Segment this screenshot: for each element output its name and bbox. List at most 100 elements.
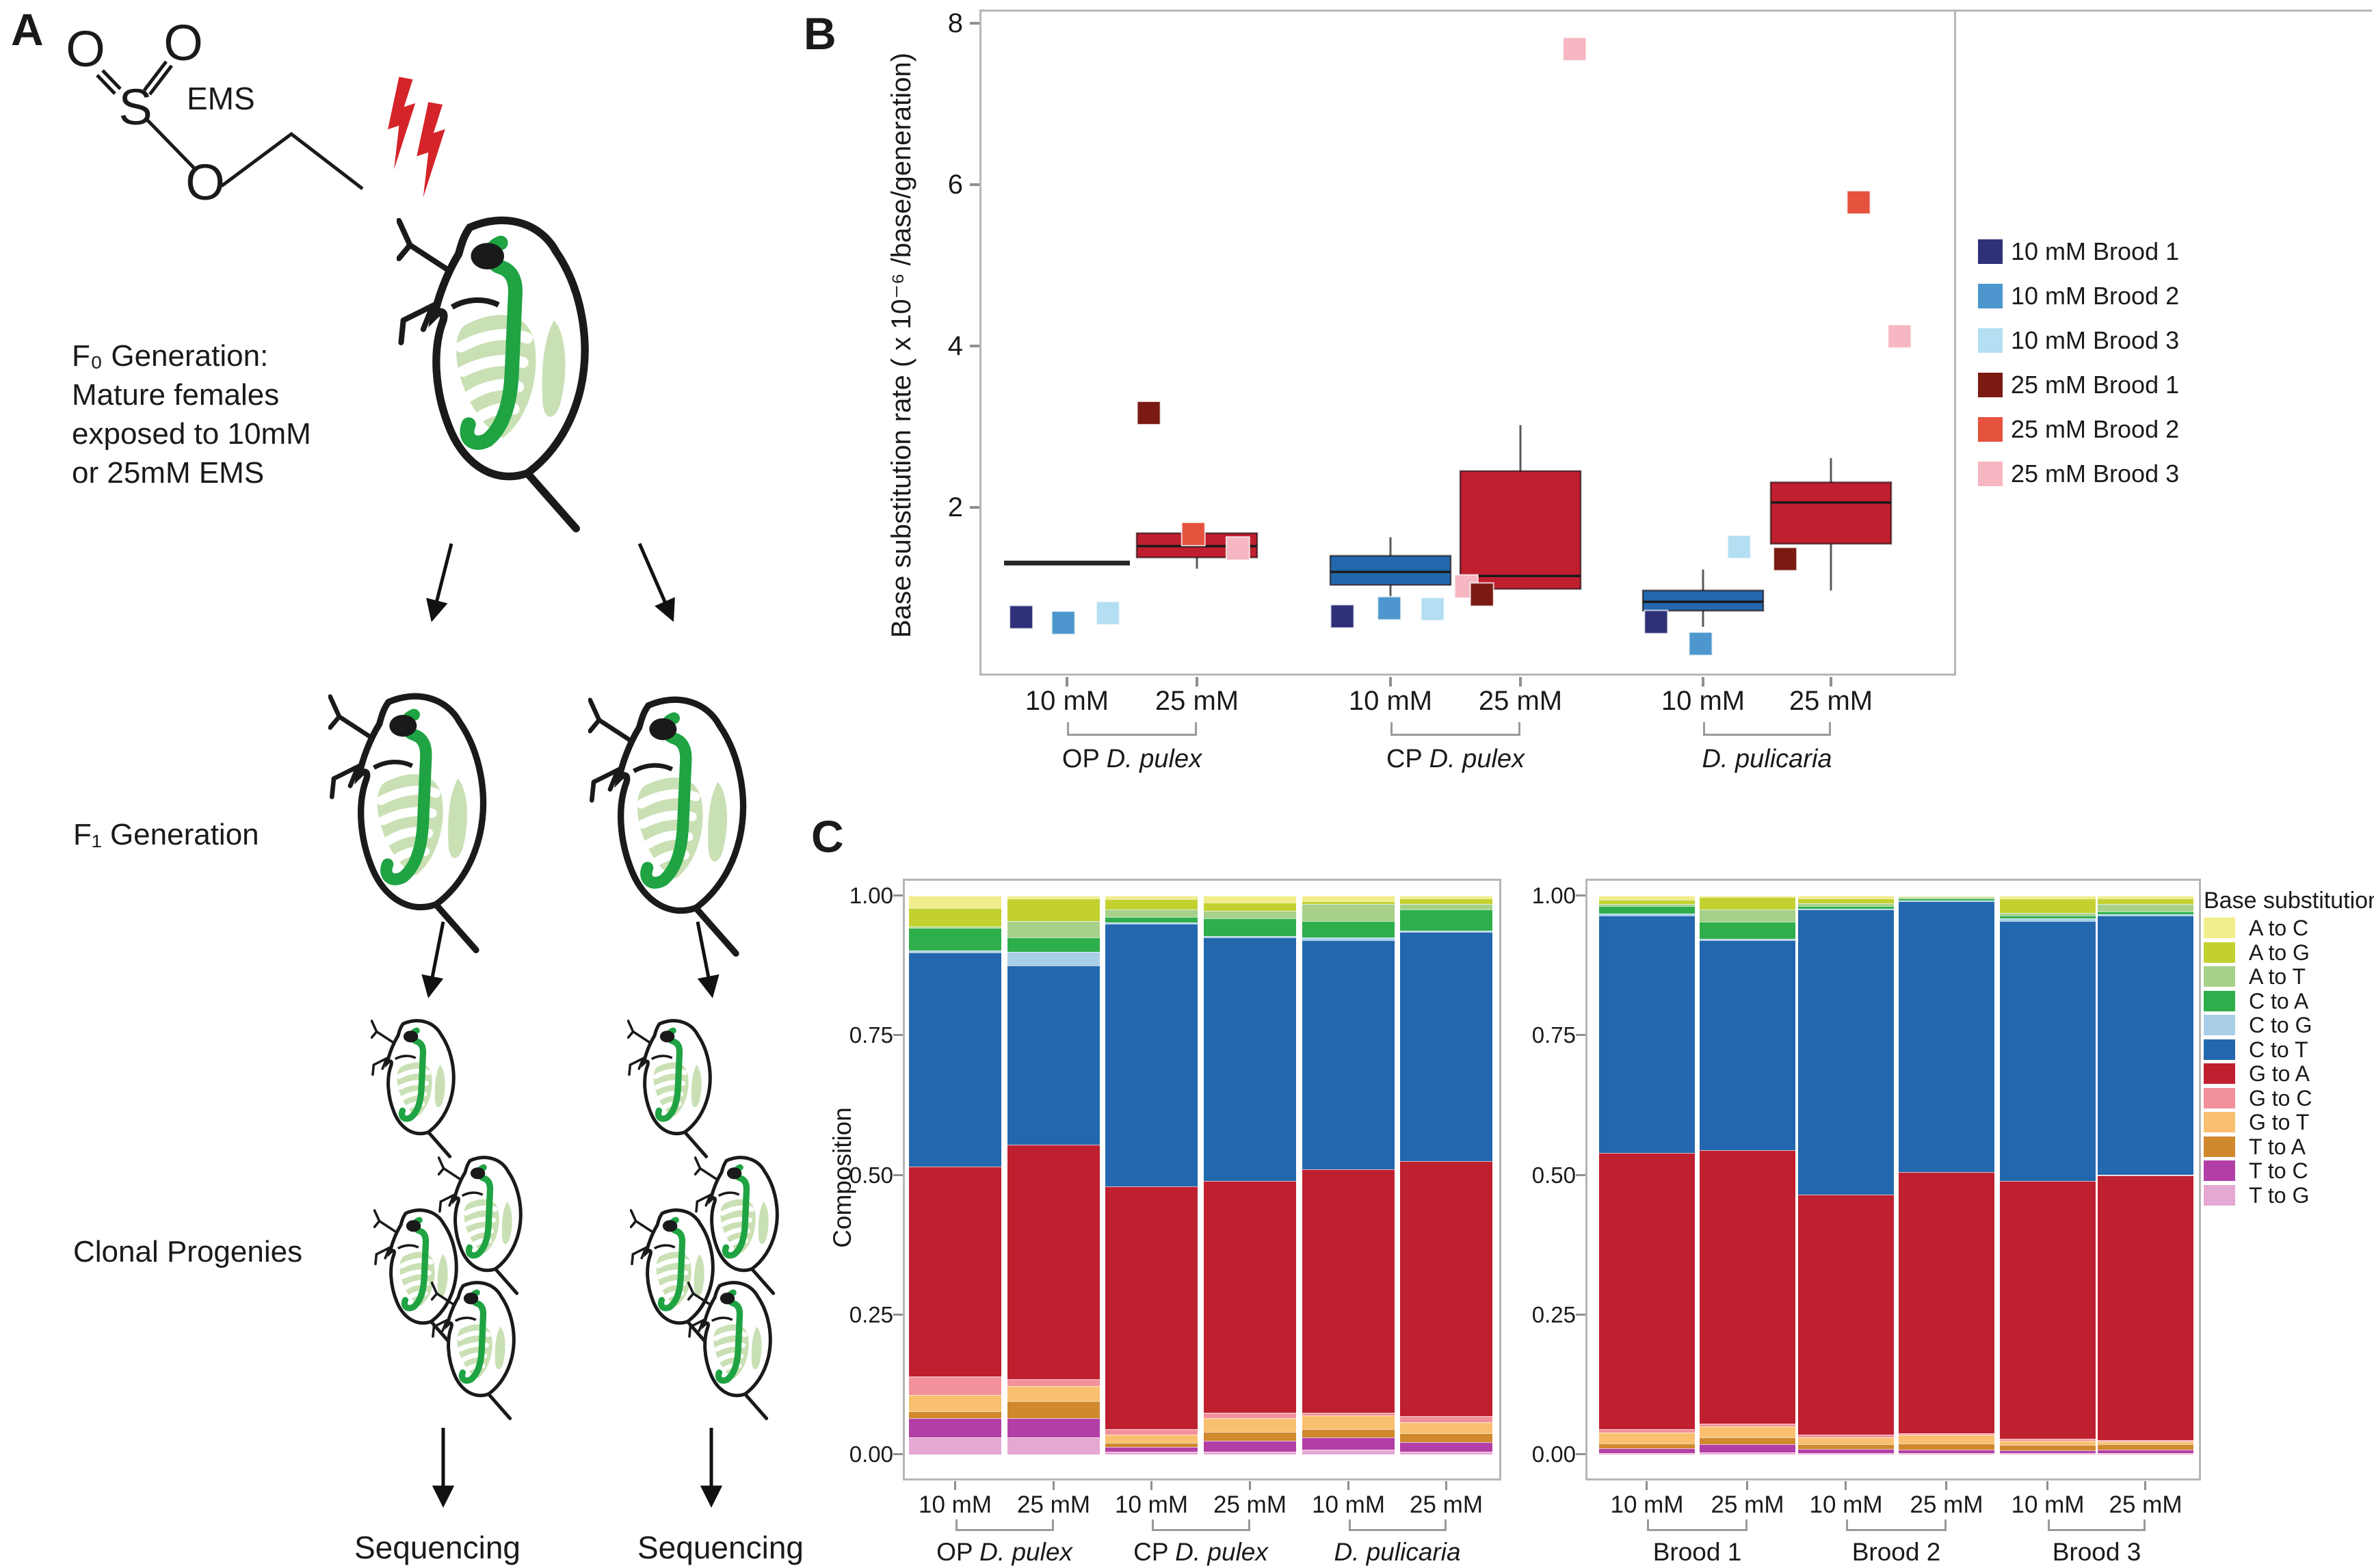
stacked-left-segment-G-to-A <box>1204 1180 1296 1413</box>
stacked-left-segment-T-to-C <box>1302 1437 1395 1450</box>
atom-s: S <box>118 79 152 135</box>
stacked-left-segment-G-to-C <box>1204 1412 1296 1418</box>
stacked-left-segment-G-to-T <box>1007 1385 1100 1402</box>
box-4 <box>1641 589 1765 612</box>
stacked-right-segment-T-to-A <box>1700 1437 1795 1445</box>
brood-point <box>1420 596 1445 622</box>
boxplot-legend-label: 10 mM Brood 1 <box>2011 237 2180 265</box>
stacked-left-group-label: OP D. pulex <box>936 1538 1072 1566</box>
stacked-right-segment-G-to-T <box>2098 1441 2193 1445</box>
stacked-left-dose-label: 25 mM <box>1213 1491 1287 1518</box>
stacked-right-segment-C-to-A <box>1599 905 1695 914</box>
stacked-left-segment-T-to-G <box>909 1437 1001 1454</box>
base-substitution-legend-swatch <box>2204 1160 2235 1181</box>
boxplot-x-tick-mark <box>1066 677 1068 687</box>
brood-point <box>1330 604 1355 629</box>
boxplot-x-tick-mark <box>1196 677 1198 687</box>
stacked-left-segment-T-to-G <box>1204 1451 1296 1454</box>
stacked-right-segment-C-to-A <box>1798 905 1894 909</box>
stacked-right-dose-label: 10 mM <box>2011 1491 2085 1518</box>
stacked-right-segment-G-to-A <box>2098 1175 2193 1440</box>
stacked-right-segment-C-to-A <box>1899 899 1994 901</box>
boxplot-canvas <box>1004 36 1912 656</box>
stacked-left-group-label: D. pulicaria <box>1334 1538 1461 1566</box>
f1-daphnia-left <box>330 696 484 950</box>
stacked-left-dose-label: 10 mM <box>1115 1491 1188 1518</box>
stacked-right-segment-C-to-A <box>1700 922 1795 939</box>
stacked-right-segment-A-to-T <box>1798 903 1894 906</box>
boxplot-x-tick-mark <box>1389 677 1392 687</box>
boxplot-top-rule-extension <box>1956 10 2372 12</box>
stacked-right-segment-A-to-G <box>2098 899 2193 905</box>
boxplot-pair-bracket <box>1703 722 1831 736</box>
stacked-right-segment-G-to-C <box>2098 1439 2193 1442</box>
boxplot-dose-label: 10 mM <box>1025 686 1109 716</box>
base-substitution-legend-swatch <box>2204 1112 2235 1132</box>
boxplot-legend-swatch <box>1978 328 2003 353</box>
base-substitution-legend-swatch <box>2204 1136 2235 1157</box>
stacked-left-segment-A-to-C <box>1400 896 1492 899</box>
stacked-left-y-tick-label-0.75: 0.75 <box>849 1022 893 1048</box>
stacked-left-y-tick-mark <box>893 894 903 896</box>
stacked-left-y-tick-mark <box>893 1034 903 1037</box>
base-substitution-legend-swatch <box>2204 1015 2235 1035</box>
base-substitution-legend-label: A to C <box>2249 916 2309 940</box>
stacked-left-segment-C-to-A <box>909 928 1001 951</box>
stacked-right-segment-T-to-G <box>1798 1452 1894 1454</box>
atom-o3: O <box>185 154 225 211</box>
stacked-left-y-tick-mark <box>893 1173 903 1176</box>
stacked-right-y-tick-mark <box>1576 1313 1585 1316</box>
box-3 <box>1459 470 1582 590</box>
stacked-left-y-tick-label-0.25: 0.25 <box>849 1301 893 1327</box>
boxplot-species-label: CP D. pulex <box>1386 745 1525 773</box>
stacked-right-segment-T-to-C <box>1798 1448 1894 1453</box>
boxplot-pair-bracket <box>1067 722 1197 736</box>
stacked-right-segment-T-to-A <box>1599 1444 1695 1448</box>
boxplot-x-tick-mark <box>1519 677 1522 687</box>
sequencing-label-left: Sequencing <box>354 1530 520 1565</box>
clonal-progeny-right-cluster <box>629 1021 778 1419</box>
stacked-left-segment-C-to-G <box>1400 930 1492 933</box>
stacked-left-segment-C-to-A <box>1302 920 1395 938</box>
mutagenesis-workflow-diagram: O O S O EMS <box>66 14 889 1508</box>
stacked-left-segment-A-to-T <box>1105 909 1198 918</box>
brood-point <box>1051 610 1076 635</box>
stacked-right-segment-A-to-G <box>1899 896 1994 898</box>
stacked-left-segment-C-to-A <box>1204 918 1296 936</box>
stacked-left-segment-T-to-C <box>1204 1440 1296 1452</box>
stacked-right-segment-A-to-C <box>1599 896 1695 900</box>
stacked-left-pair-bracket <box>1151 1519 1250 1531</box>
stacked-right-segment-C-to-T <box>2098 915 2193 1175</box>
stacked-right-pair-bracket <box>1647 1519 1747 1531</box>
base-substitution-legend-label: G to T <box>2249 1110 2310 1134</box>
stacked-right-y-tick-label-0.50: 0.50 <box>1531 1162 1576 1188</box>
stacked-right-segment-A-to-G <box>1798 899 1894 904</box>
boxplot-legend-label: 10 mM Brood 3 <box>2011 326 2180 354</box>
f1-to-clonal-arrows <box>421 921 720 998</box>
brood-point <box>1095 600 1120 626</box>
stacked-left-segment-C-to-G <box>1105 922 1198 924</box>
stacked-left-segment-C-to-A <box>1007 938 1100 952</box>
boxplot-legend-swatch <box>1978 373 2003 397</box>
brood-point <box>1644 609 1669 635</box>
base-substitution-legend-label: G to A <box>2249 1061 2310 1086</box>
stacked-left-segment-G-to-T <box>909 1394 1001 1412</box>
brood-point <box>1377 596 1402 621</box>
stacked-left-x-tick-mark <box>1347 1481 1349 1490</box>
boxplot-legend-label: 25 mM Brood 2 <box>2011 415 2180 443</box>
stacked-right-group-label: Brood 1 <box>1652 1538 1742 1566</box>
stacked-right-segment-C-to-T <box>1599 915 1695 1153</box>
stacked-left-x-tick-mark <box>953 1481 956 1490</box>
boxplot-legend-label: 25 mM Brood 1 <box>2011 371 2180 399</box>
stacked-right-y-tick-mark <box>1576 1453 1585 1455</box>
stacked-left-segment-C-to-T <box>1400 932 1492 1162</box>
base-substitution-legend-swatch <box>2204 966 2235 987</box>
boxplot-species-label: OP D. pulex <box>1061 745 1202 773</box>
stacked-right-segment-G-to-T <box>1798 1437 1894 1445</box>
boxplot-y-tick-label-2: 2 <box>947 492 963 522</box>
stacked-left-segment-T-to-C <box>1007 1418 1100 1438</box>
stacked-right-dose-label: 25 mM <box>1910 1491 1983 1518</box>
stacked-right-segment-C-to-T <box>1798 909 1894 1195</box>
stacked-right-segment-T-to-A <box>1899 1443 1994 1450</box>
brood-point <box>1562 36 1587 62</box>
